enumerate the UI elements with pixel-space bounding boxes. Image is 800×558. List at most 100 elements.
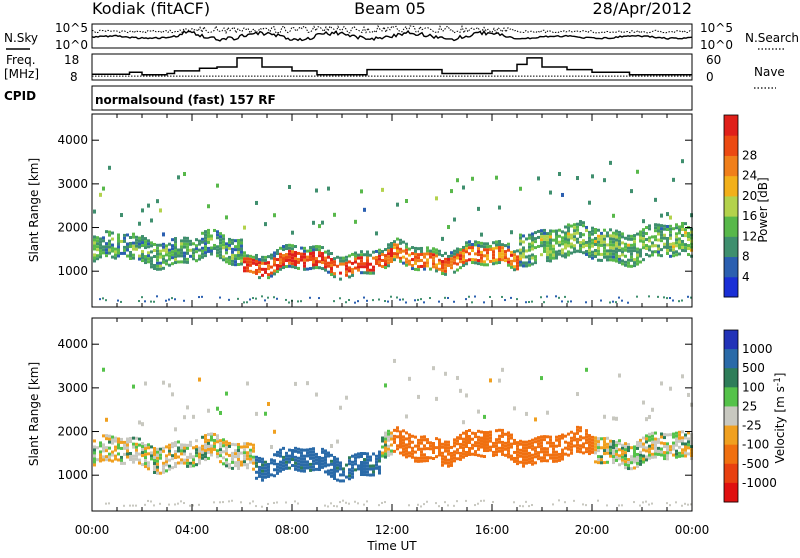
data-cell	[228, 246, 231, 250]
data-cell	[669, 236, 672, 240]
data-cell	[639, 260, 642, 264]
data-cell	[249, 260, 252, 264]
data-cell	[153, 461, 156, 465]
data-cell	[627, 246, 630, 250]
data-cell	[312, 220, 315, 225]
data-cell	[504, 432, 507, 436]
data-cell	[549, 232, 552, 236]
data-cell	[477, 241, 480, 245]
data-cell	[465, 393, 468, 398]
data-cell	[210, 246, 213, 250]
data-cell	[300, 469, 303, 473]
data-cell	[108, 245, 111, 249]
data-cell	[126, 233, 129, 237]
data-cell	[501, 452, 504, 456]
data-cell	[681, 233, 684, 237]
data-cell	[633, 448, 636, 452]
data-cell	[621, 250, 624, 254]
data-cell	[435, 254, 438, 258]
data-cell	[345, 301, 347, 304]
data-cell	[351, 469, 354, 473]
data-cell	[144, 503, 146, 506]
data-cell	[447, 254, 450, 258]
data-cell	[579, 220, 582, 224]
data-cell	[672, 453, 675, 457]
data-cell	[576, 425, 579, 429]
data-cell	[498, 255, 501, 259]
data-cell	[354, 301, 356, 304]
data-cell	[522, 461, 525, 465]
data-cell	[378, 260, 381, 264]
data-cell	[552, 238, 555, 242]
data-cell	[459, 388, 462, 393]
data-cell	[366, 452, 369, 456]
data-cell	[387, 450, 390, 454]
data-cell	[138, 242, 141, 246]
data-cell	[522, 452, 525, 456]
data-cell	[537, 454, 540, 458]
data-cell	[351, 267, 354, 271]
data-cell	[477, 250, 480, 254]
data-cell	[183, 502, 185, 505]
data-cell	[201, 435, 204, 439]
data-cell	[288, 184, 291, 189]
data-cell	[243, 460, 246, 464]
data-cell	[468, 243, 471, 247]
data-cell	[192, 257, 195, 261]
data-cell	[687, 238, 690, 242]
data-cell	[417, 444, 420, 448]
data-cell	[606, 249, 609, 253]
data-cell	[207, 444, 210, 448]
data-cell	[399, 442, 402, 446]
data-cell	[645, 417, 648, 422]
data-cell	[585, 438, 588, 442]
data-cell	[360, 467, 363, 471]
data-cell	[186, 248, 189, 252]
data-cell	[201, 456, 204, 460]
data-cell	[675, 434, 678, 438]
data-cell	[591, 450, 594, 454]
data-cell	[267, 273, 270, 277]
data-cell	[327, 249, 330, 253]
data-cell	[405, 301, 407, 304]
data-cell	[588, 245, 591, 249]
data-cell	[324, 458, 327, 462]
data-cell	[456, 442, 459, 446]
data-cell	[540, 438, 543, 442]
data-cell	[414, 258, 417, 262]
velocity-data-cells	[93, 358, 693, 508]
data-cell	[567, 447, 570, 451]
data-cell	[300, 300, 302, 303]
data-cell	[159, 502, 161, 505]
data-cell	[615, 416, 618, 421]
data-cell	[660, 453, 663, 457]
data-cell	[663, 233, 666, 237]
data-cell	[288, 252, 291, 256]
data-cell	[597, 449, 600, 453]
data-cell	[321, 267, 324, 271]
data-cell	[138, 236, 141, 240]
data-cell	[552, 444, 555, 448]
data-cell	[471, 261, 474, 265]
data-cell	[534, 452, 537, 456]
data-cell	[636, 443, 639, 447]
data-cell	[96, 236, 99, 240]
data-cell	[255, 253, 258, 257]
y-tick-label: 3000	[57, 381, 88, 395]
data-cell	[117, 299, 119, 302]
data-cell	[306, 267, 309, 271]
data-cell	[645, 247, 648, 251]
data-cell	[513, 406, 516, 411]
data-cell	[237, 442, 240, 446]
data-cell	[402, 249, 405, 253]
data-cell	[510, 454, 513, 458]
data-cell	[498, 446, 501, 450]
data-cell	[447, 225, 450, 230]
data-cell	[345, 273, 348, 277]
data-cell	[636, 232, 639, 236]
data-cell	[228, 298, 230, 301]
data-cell	[237, 451, 240, 455]
data-cell	[546, 447, 549, 451]
data-cell	[468, 428, 471, 432]
data-cell	[591, 232, 594, 236]
